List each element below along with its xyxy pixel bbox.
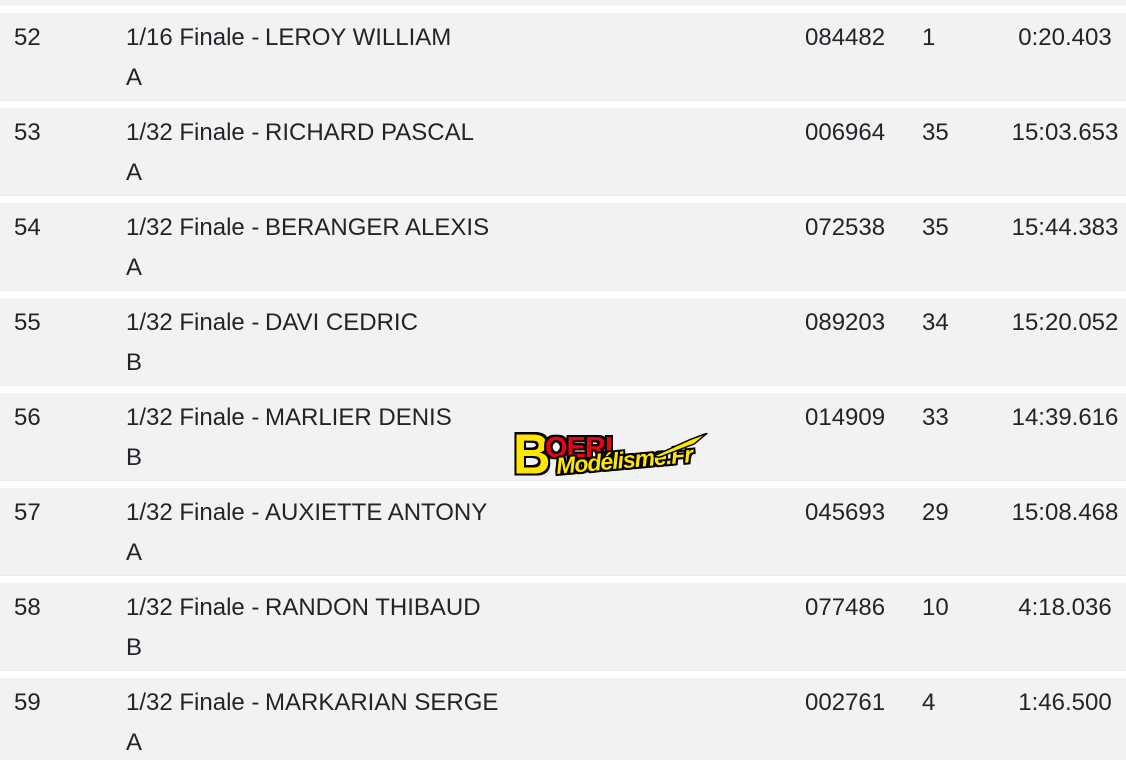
group-label: A: [126, 159, 143, 186]
group-label: B: [126, 634, 143, 661]
row-number-cell: 56: [14, 404, 41, 431]
row-number-cell: 57: [14, 499, 41, 526]
stage-label: 1/32 Finale -: [126, 214, 260, 241]
id-cell: 014909: [805, 404, 886, 431]
stage-label: 1/32 Finale -: [126, 119, 260, 146]
time-cell: 15:03.653: [1011, 119, 1119, 146]
laps-cell: 1: [922, 24, 936, 51]
stage-cell: 1/16 Finale - A: [112, 18, 260, 100]
laps-cell: 33: [922, 404, 949, 431]
stage-label: 1/32 Finale -: [126, 689, 260, 716]
time-cell: 15:20.052: [1011, 309, 1119, 336]
group-label: A: [126, 64, 143, 91]
row-number-cell: 58: [14, 594, 41, 621]
laps-cell: 35: [922, 119, 949, 146]
stage-cell: 1/32 Finale - A: [112, 683, 260, 760]
time-cell: 15:44.383: [1011, 214, 1119, 241]
stage-label: 1/32 Finale -: [126, 404, 260, 431]
id-cell: 077486: [805, 594, 886, 621]
row-number-cell: 55: [14, 309, 41, 336]
stage-cell: 1/32 Finale - B: [112, 398, 260, 480]
table-row: 53 1/32 Finale - A RICHARD PASCAL 006964…: [0, 108, 1126, 196]
time-cell: 0:20.403: [1018, 24, 1112, 51]
previous-row-sliver: [0, 0, 1126, 6]
driver-name-cell: MARKARIAN SERGE: [265, 689, 499, 716]
group-label: A: [126, 254, 143, 281]
stage-cell: 1/32 Finale - B: [112, 588, 260, 670]
table-row: 57 1/32 Finale - A AUXIETTE ANTONY 04569…: [0, 488, 1126, 576]
id-cell: 089203: [805, 309, 886, 336]
driver-name-cell: RANDON THIBAUD: [265, 594, 481, 621]
id-cell: 006964: [805, 119, 886, 146]
table-row: 59 1/32 Finale - A MARKARIAN SERGE 00276…: [0, 678, 1126, 760]
stage-label: 1/32 Finale -: [126, 309, 260, 336]
row-number-cell: 53: [14, 119, 41, 146]
driver-name-cell: RICHARD PASCAL: [265, 119, 474, 146]
driver-name-cell: MARLIER DENIS: [265, 404, 452, 431]
stage-cell: 1/32 Finale - A: [112, 208, 260, 290]
id-cell: 084482: [805, 24, 886, 51]
laps-cell: 29: [922, 499, 949, 526]
driver-name-cell: AUXIETTE ANTONY: [265, 499, 488, 526]
table-row: 52 1/16 Finale - A LEROY WILLIAM 084482 …: [0, 13, 1126, 101]
table-row: 54 1/32 Finale - A BERANGER ALEXIS 07253…: [0, 203, 1126, 291]
group-label: B: [126, 444, 143, 471]
table-row: 55 1/32 Finale - B DAVI CEDRIC 089203 34…: [0, 298, 1126, 386]
id-cell: 045693: [805, 499, 886, 526]
stage-label: 1/32 Finale -: [126, 594, 260, 621]
stage-cell: 1/32 Finale - B: [112, 303, 260, 385]
group-label: A: [126, 539, 143, 566]
time-cell: 1:46.500: [1018, 689, 1112, 716]
row-number-cell: 54: [14, 214, 41, 241]
time-cell: 4:18.036: [1018, 594, 1112, 621]
time-cell: 14:39.616: [1011, 404, 1119, 431]
time-cell: 15:08.468: [1011, 499, 1119, 526]
table-row: 58 1/32 Finale - B RANDON THIBAUD 077486…: [0, 583, 1126, 671]
table-row: 56 1/32 Finale - B MARLIER DENIS 014909 …: [0, 393, 1126, 481]
stage-label: 1/32 Finale -: [126, 499, 260, 526]
laps-cell: 34: [922, 309, 949, 336]
stage-cell: 1/32 Finale - A: [112, 493, 260, 575]
row-number-cell: 59: [14, 689, 41, 716]
stage-label: 1/16 Finale -: [126, 24, 260, 51]
row-number-cell: 52: [14, 24, 41, 51]
driver-name-cell: DAVI CEDRIC: [265, 309, 418, 336]
stage-cell: 1/32 Finale - A: [112, 113, 260, 195]
driver-name-cell: LEROY WILLIAM: [265, 24, 452, 51]
laps-cell: 4: [922, 689, 936, 716]
group-label: B: [126, 349, 143, 376]
id-cell: 072538: [805, 214, 886, 241]
laps-cell: 10: [922, 594, 949, 621]
laps-cell: 35: [922, 214, 949, 241]
id-cell: 002761: [805, 689, 886, 716]
group-label: A: [126, 729, 143, 756]
driver-name-cell: BERANGER ALEXIS: [265, 214, 490, 241]
